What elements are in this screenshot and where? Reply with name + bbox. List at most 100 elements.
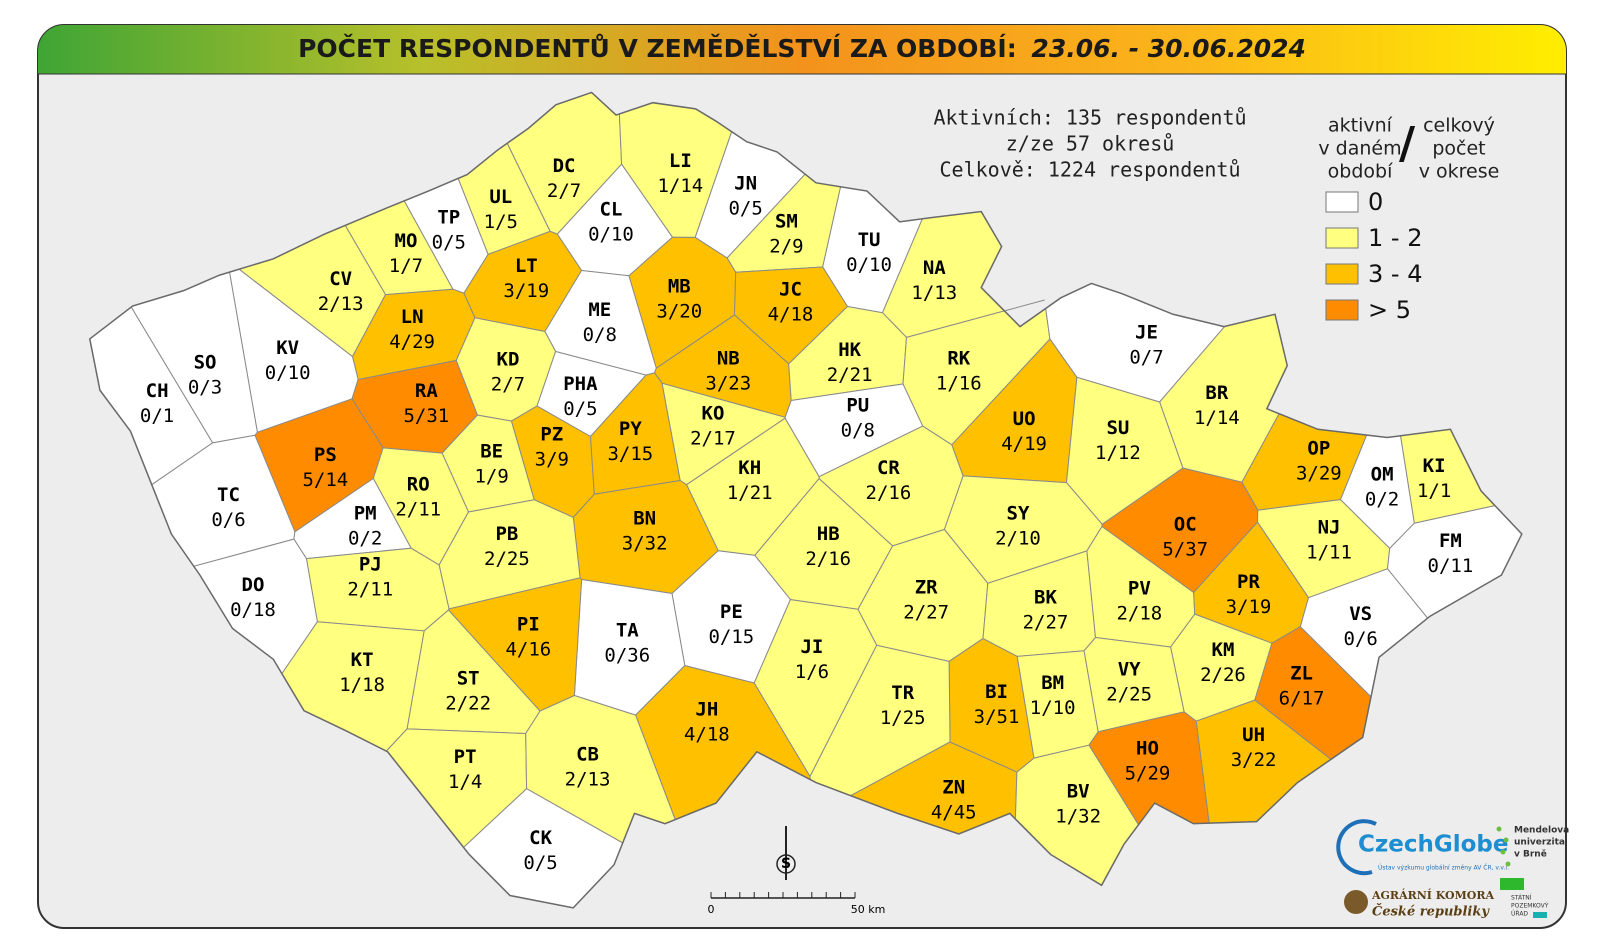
district-count: 3/19 (1226, 596, 1272, 618)
district-count: 0/10 (588, 223, 634, 245)
district-code: KT (351, 649, 374, 671)
district-code: NA (923, 257, 946, 279)
district-count: 0/5 (523, 852, 557, 874)
district-code: ZR (915, 576, 938, 598)
district-code: JN (734, 173, 757, 195)
district-count: 0/8 (583, 324, 617, 346)
legend-header-right: počet (1432, 138, 1485, 160)
district-code: TA (616, 619, 639, 641)
district-code: ZL (1290, 663, 1313, 685)
legend-separator: / (1399, 118, 1416, 169)
district-code: CR (877, 457, 900, 479)
district-code: PI (517, 613, 540, 635)
district-count: 0/18 (230, 599, 276, 621)
district-count: 1/12 (1095, 442, 1141, 464)
mendelu-dot (1505, 861, 1511, 867)
komora-text: AGRÁRNÍ KOMORA (1371, 888, 1495, 902)
spu-mark-2 (1533, 912, 1547, 918)
district-code: RA (415, 380, 438, 402)
district-code: KV (276, 337, 299, 359)
district-code: PZ (540, 423, 563, 445)
legend-swatch (1325, 263, 1359, 285)
district-code: KI (1423, 455, 1446, 477)
extras: S 0 50 km CzechGlobe Ústav výzkumu globální … (708, 819, 1569, 920)
district-count: 2/16 (866, 482, 912, 504)
district-code: ZN (942, 777, 965, 799)
district-count: 0/2 (348, 527, 382, 549)
legend-header-left: aktivní (1328, 115, 1393, 137)
summary-line: Celkově: 1224 respondentů (939, 158, 1240, 182)
district-count: 0/6 (211, 509, 245, 531)
district-count: 3/15 (607, 443, 653, 465)
title-main: POČET RESPONDENTŮ V ZEMĚDĚLSTVÍ ZA OBDOB… (298, 33, 1017, 63)
scale-end: 50 km (851, 903, 886, 916)
district-code: PE (720, 601, 743, 623)
mendelu-dot (1503, 837, 1509, 843)
district-code: TU (858, 229, 881, 251)
mendelu-dot (1500, 849, 1506, 855)
district-code: KM (1212, 639, 1235, 661)
district-count: 3/51 (974, 706, 1020, 728)
district-count: 4/19 (1001, 433, 1047, 455)
district-code: FM (1439, 530, 1462, 552)
district-count: 1/16 (936, 372, 982, 394)
district-count: 1/5 (484, 211, 518, 233)
district-code: CB (576, 744, 599, 766)
district-code: DO (242, 574, 265, 596)
spu-text: STÁTNÍ (1511, 895, 1532, 902)
legend-label: 0 (1368, 188, 1383, 216)
district-code: CL (600, 198, 623, 220)
district-count: 2/22 (445, 693, 491, 715)
spu-text: ÚŘAD (1511, 910, 1528, 918)
district-count: 0/5 (728, 198, 762, 220)
district-code: BK (1034, 587, 1057, 609)
district-count: 3/23 (705, 372, 751, 394)
district-code: TR (891, 682, 914, 704)
district-count: 2/18 (1116, 602, 1162, 624)
district-count: 3/22 (1231, 749, 1277, 771)
district-code: PM (354, 502, 377, 524)
district-code: LT (515, 255, 538, 277)
legend-header-right: celkový (1423, 115, 1495, 137)
district-count: 1/25 (880, 707, 926, 729)
district-code: RO (407, 474, 430, 496)
czechglobe-logo: CzechGlobe (1358, 832, 1509, 858)
district-count: 2/13 (318, 293, 364, 315)
district-count: 2/7 (491, 373, 525, 395)
district-code: HO (1136, 738, 1159, 760)
district-code: PR (1237, 571, 1260, 593)
district-code: UH (1242, 724, 1265, 746)
district-count: 5/37 (1162, 539, 1208, 561)
district-count: 2/26 (1200, 664, 1246, 686)
legend-header-right: v okrese (1419, 161, 1500, 183)
district-code: MO (395, 230, 418, 252)
district-code: VS (1349, 603, 1372, 625)
district-code: PU (846, 395, 869, 417)
district-count: 3/9 (535, 448, 569, 470)
district-count: 2/13 (565, 769, 611, 791)
summary-line: Aktivních: 135 respondentů (933, 106, 1246, 130)
district-code: PHA (563, 373, 598, 395)
district-code: BM (1041, 672, 1064, 694)
district-count: 0/15 (708, 626, 754, 648)
district-count: 1/14 (1194, 407, 1240, 429)
district-code: PY (619, 418, 642, 440)
district-count: 1/11 (1306, 542, 1352, 564)
czechglobe-arc (1336, 819, 1377, 876)
district-count: 4/29 (389, 331, 435, 353)
district-code: CV (329, 268, 352, 290)
mendelu-text: univerzita (1514, 838, 1565, 848)
north-label: S (781, 856, 791, 872)
district-code: BN (633, 507, 656, 529)
district-count: 1/13 (911, 282, 957, 304)
legend-label: 3 - 4 (1368, 260, 1422, 288)
mendelu-text: Mendelova (1514, 826, 1569, 836)
district-count: 1/21 (727, 482, 773, 504)
district-count: 4/18 (684, 724, 730, 746)
district-code: SO (194, 351, 217, 373)
district-code: OC (1174, 514, 1197, 536)
komora-text: České republiky (1372, 903, 1490, 920)
district-code: JI (800, 636, 823, 658)
